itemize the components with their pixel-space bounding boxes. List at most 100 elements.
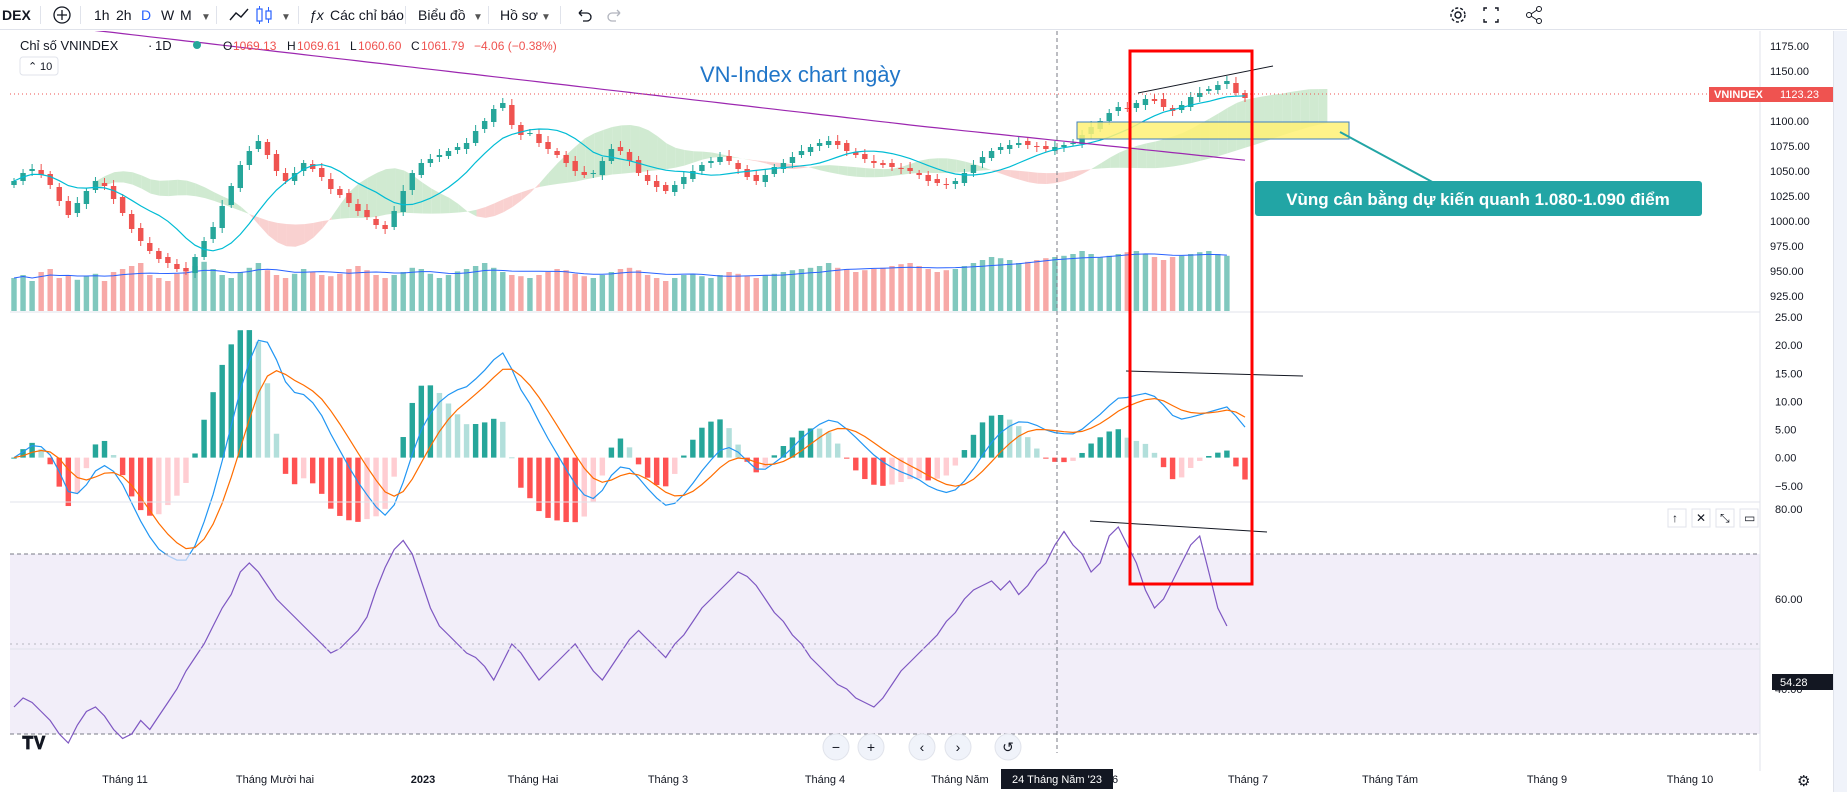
- macd-histogram-bar: [816, 428, 823, 458]
- macd-histogram-bar: [699, 427, 705, 458]
- time-tick-label: Tháng 4: [805, 774, 845, 786]
- macd-histogram-bar: [364, 457, 370, 520]
- move-up-arrow-icon[interactable]: [1667, 508, 1687, 528]
- nav-button[interactable]: [908, 733, 936, 761]
- compare-add-icon[interactable]: [52, 0, 72, 30]
- candle-body: [545, 142, 551, 149]
- legend-collapse-button[interactable]: ⌃ 10: [19, 56, 59, 76]
- kumo-segment: [539, 172, 549, 187]
- legend-close: 1061.79: [421, 39, 465, 53]
- macd-histogram-bar: [1106, 431, 1112, 458]
- nav-button[interactable]: [944, 733, 972, 761]
- redo-icon[interactable]: [606, 0, 624, 30]
- line-chart-icon[interactable]: [228, 0, 250, 30]
- macd-tick-label: 25.00: [1775, 312, 1803, 324]
- volume-bar: [608, 272, 615, 311]
- candle-body: [1224, 81, 1230, 84]
- candlestick-icon[interactable]: [254, 0, 274, 30]
- interval-1h[interactable]: 1h: [94, 7, 110, 23]
- macd-histogram-bar: [1197, 457, 1203, 461]
- volume-bar: [834, 267, 841, 311]
- volume-bar: [29, 281, 35, 311]
- macd-histogram-bar: [690, 439, 696, 458]
- macd-histogram-bar: [979, 422, 986, 458]
- fullscreen-icon[interactable]: [1482, 0, 1500, 30]
- legend-close-label: C: [411, 39, 420, 53]
- undo-icon[interactable]: [575, 0, 593, 30]
- volume-bar: [717, 275, 723, 311]
- maximize-pane-icon[interactable]: [1739, 508, 1759, 528]
- price-tick-label: 1050.00: [1770, 166, 1810, 178]
- nav-button[interactable]: [857, 733, 885, 761]
- volume-bar: [581, 276, 587, 311]
- interval-m[interactable]: M: [180, 7, 192, 23]
- kumo-segment: [530, 182, 540, 193]
- interval-2h[interactable]: 2h: [116, 7, 132, 23]
- volume-bar: [545, 272, 551, 311]
- kumo-segment: [657, 136, 667, 171]
- volume-bar: [463, 269, 470, 311]
- volume-bar: [128, 266, 135, 311]
- kumo-segment: [739, 157, 749, 160]
- kumo-segment: [956, 159, 966, 173]
- candle-body: [65, 201, 72, 215]
- collapse-pane-icon[interactable]: [1715, 508, 1735, 528]
- kumo-segment: [702, 151, 712, 160]
- profile-menu-button[interactable]: Hồ sơ: [500, 7, 538, 23]
- kumo-segment: [467, 209, 477, 217]
- chart-type-chevron-down-icon[interactable]: ▼: [281, 12, 291, 23]
- kumo-segment: [114, 171, 124, 183]
- price-tick-label: 975.00: [1770, 241, 1804, 253]
- price-tick-label: 925.00: [1770, 291, 1804, 303]
- toolbar-divider: [40, 6, 41, 24]
- price-badge-value: 1123.23: [1780, 89, 1819, 101]
- tradingview-logo-icon[interactable]: 𝐓𝐕: [22, 733, 47, 753]
- share-icon[interactable]: [1524, 0, 1544, 30]
- kumo-segment: [729, 156, 740, 159]
- macd-histogram-bar: [101, 440, 108, 458]
- macd-histogram-bar: [1215, 452, 1221, 458]
- kumo-segment: [358, 177, 368, 218]
- volume-bar: [952, 269, 959, 311]
- nav-button[interactable]: [822, 733, 850, 761]
- charts-menu-button[interactable]: Biểu đồ: [418, 7, 466, 23]
- candle-body: [1006, 145, 1013, 149]
- charts-chevron-down-icon[interactable]: ▼: [473, 12, 483, 23]
- indicators-fx-icon[interactable]: ƒx: [309, 7, 324, 23]
- volume-bar: [319, 275, 325, 311]
- interval-d[interactable]: D: [141, 7, 152, 23]
- macd-histogram-bar: [282, 457, 289, 474]
- kumo-segment: [503, 195, 513, 213]
- kumo-segment: [295, 224, 305, 247]
- candle-body: [1133, 103, 1140, 108]
- volume-bar: [807, 267, 814, 311]
- settings-gear-icon[interactable]: [1448, 0, 1468, 30]
- macd-histogram-bar: [1169, 457, 1176, 480]
- volume-bar: [328, 276, 334, 311]
- kumo-segment: [1146, 141, 1156, 169]
- profile-chevron-down-icon[interactable]: ▼: [541, 12, 551, 23]
- interval-dropdown-chevron-down-icon[interactable]: ▼: [201, 12, 211, 23]
- kumo-segment: [232, 200, 242, 212]
- candle-body: [29, 169, 35, 171]
- volume-bar: [681, 275, 687, 311]
- symbol-search[interactable]: DEX: [2, 7, 31, 23]
- axis-settings-gear-icon[interactable]: ⚙: [1797, 773, 1810, 790]
- nav-button[interactable]: [994, 733, 1022, 761]
- indicators-button[interactable]: Các chỉ báo: [330, 7, 404, 23]
- price-tick-label: 1100.00: [1770, 116, 1809, 128]
- interval-w[interactable]: W: [161, 7, 175, 23]
- macd-histogram-bar: [635, 457, 642, 465]
- kumo-segment: [268, 220, 278, 243]
- candle-body: [346, 193, 352, 203]
- volume-bar: [255, 263, 262, 311]
- volume-bar: [970, 263, 977, 311]
- volume-bar: [762, 275, 768, 311]
- candle-body: [834, 141, 841, 145]
- volume-bar: [925, 269, 931, 311]
- kumo-segment: [1318, 89, 1328, 125]
- close-pane-icon[interactable]: [1691, 508, 1711, 528]
- candle-body: [273, 154, 280, 171]
- volume-bar: [1106, 255, 1112, 311]
- chart-canvas[interactable]: 1175.001150.001125.001100.001075.001050.…: [0, 31, 1833, 792]
